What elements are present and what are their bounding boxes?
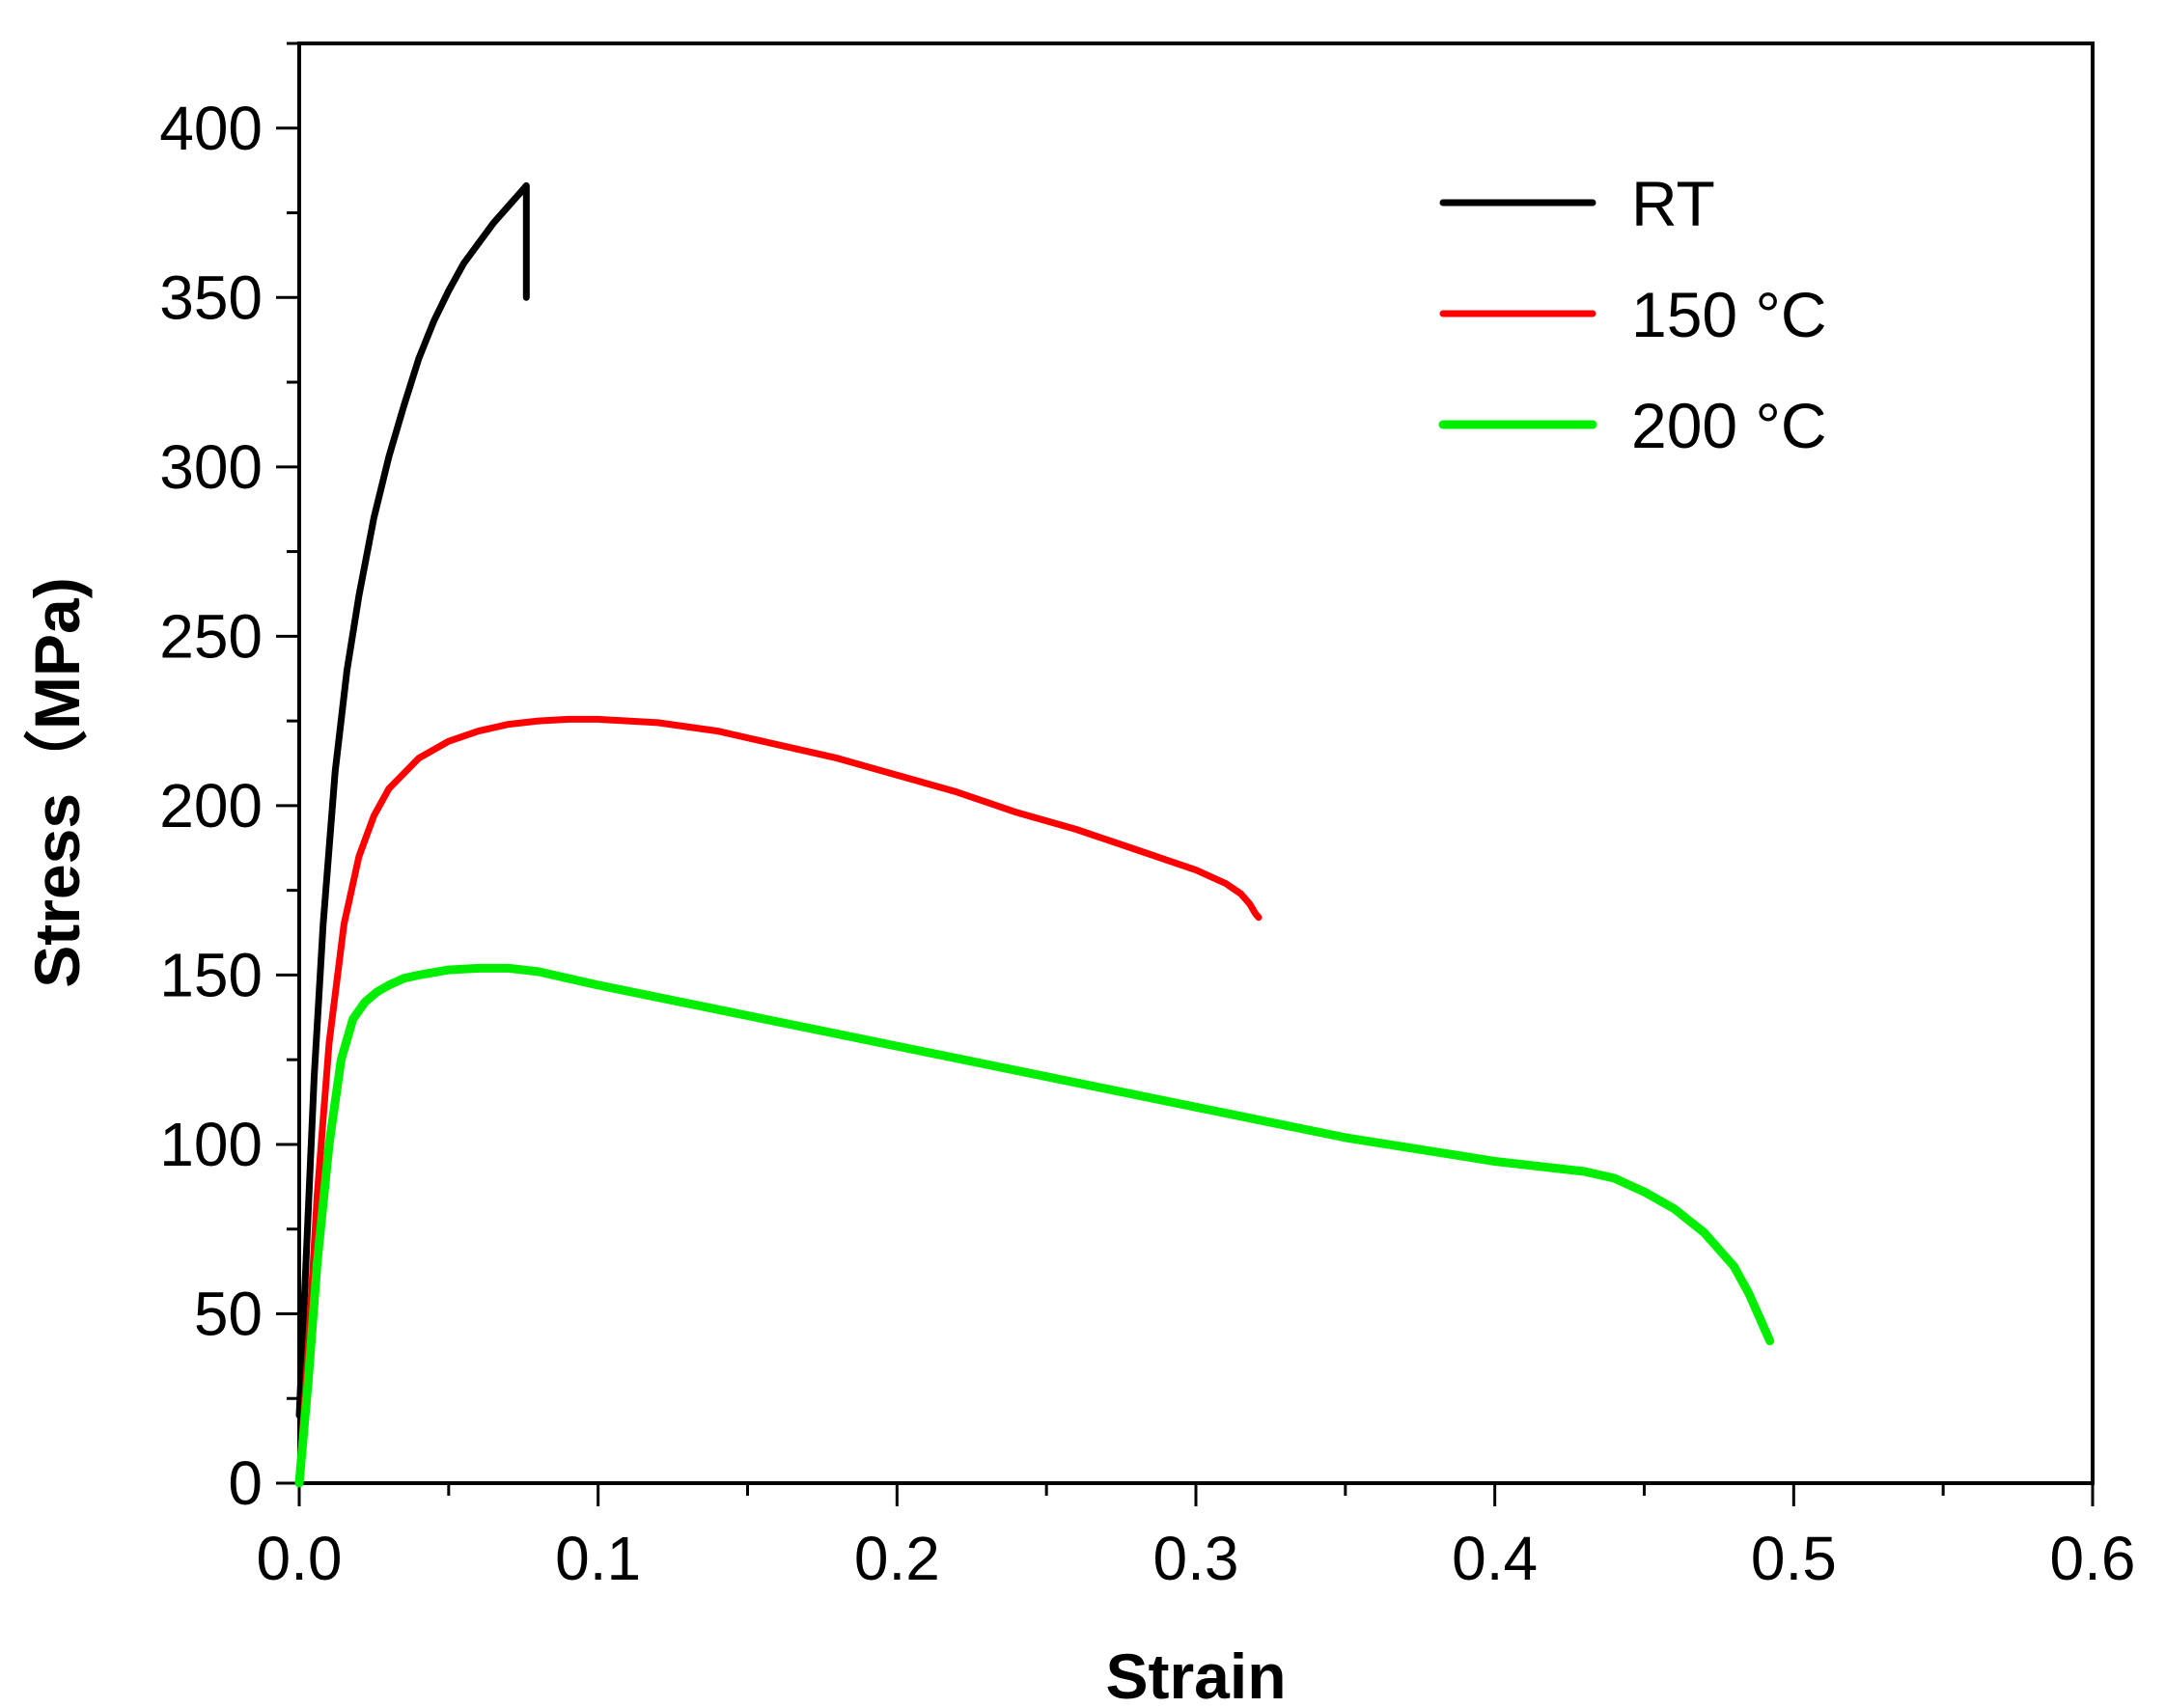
y-tick-label: 300: [159, 432, 263, 502]
x-tick-label: 0.4: [1452, 1524, 1538, 1593]
y-tick-label: 250: [159, 601, 263, 671]
axes: [297, 41, 2095, 1485]
x-tick-label: 0.0: [257, 1524, 343, 1593]
series-line-1: [295, 181, 530, 1419]
y-tick-label: 100: [159, 1110, 263, 1179]
y-tick-label: 400: [159, 94, 263, 163]
series-lines: [294, 181, 1775, 1488]
y-axis-title: Stress（MPa): [21, 577, 93, 988]
y-tick-label: 150: [159, 940, 263, 1009]
y-tick-label: 0: [228, 1448, 263, 1518]
y-tick-label: 50: [194, 1279, 263, 1348]
legend-label-3: 200 °C: [1631, 390, 1827, 461]
x-tick-label: 0.3: [1153, 1524, 1239, 1593]
x-tick-label: 0.2: [854, 1524, 940, 1593]
legend-label-2: 150 °C: [1631, 279, 1827, 350]
x-axis-ticks: 0.0 0.1 0.2 0.3 0.4 0.5 0.6: [257, 1483, 2136, 1593]
series-line-2: [295, 715, 1263, 1487]
legend-label-1: RT: [1631, 168, 1715, 239]
x-tick-label: 0.1: [555, 1524, 641, 1593]
plot-frame: [297, 41, 2095, 1485]
legend: RT 150 °C 200 °C: [1438, 168, 1827, 461]
x-tick-label: 0.5: [1751, 1524, 1837, 1593]
x-tick-label: 0.6: [2050, 1524, 2136, 1593]
x-axis-title: Strain: [1105, 1640, 1286, 1708]
y-axis-ticks: 0 50 100 150 200 250 300 350 400: [159, 41, 299, 1518]
y-tick-label: 350: [159, 262, 263, 332]
y-tick-label: 200: [159, 771, 263, 840]
series-line-3: [294, 963, 1775, 1488]
